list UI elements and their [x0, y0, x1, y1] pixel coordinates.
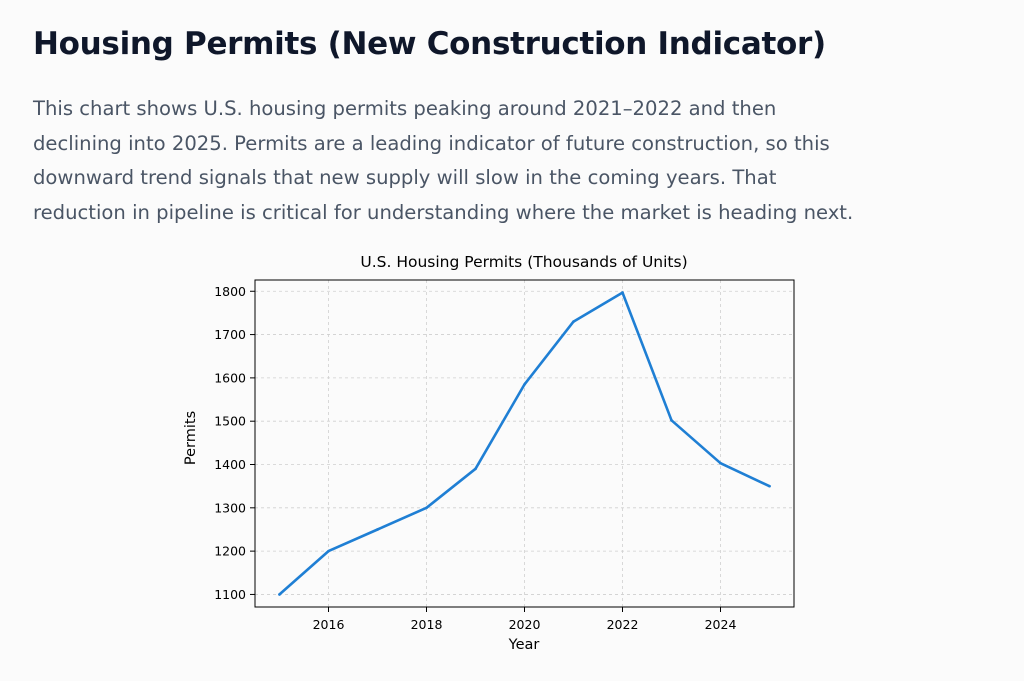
data-point [621, 291, 624, 294]
x-tick-label: 2016 [313, 617, 345, 632]
y-ticks: 1100 1200 1300 1400 1500 1600 1700 1800 [214, 284, 255, 602]
data-point [719, 461, 722, 465]
data-point [278, 593, 281, 596]
data-point [425, 506, 428, 510]
data-point [376, 528, 379, 531]
x-axis-label: Year [508, 637, 540, 653]
chart-title: U.S. Housing Permits (Thousands of Units… [360, 253, 687, 271]
y-tick-label: 1700 [214, 327, 246, 342]
data-point [768, 484, 771, 488]
data-point [327, 549, 330, 553]
data-point [670, 419, 673, 422]
description-line: reduction in pipeline is critical for un… [33, 200, 854, 224]
y-tick-label: 1200 [214, 544, 246, 559]
grid-lines [255, 280, 794, 607]
y-tick-label: 1300 [214, 500, 246, 515]
x-tick-label: 2020 [509, 617, 541, 632]
data-point [572, 320, 575, 323]
description-line: This chart shows U.S. housing permits pe… [33, 97, 777, 120]
y-tick-label: 1500 [214, 414, 246, 429]
x-tick-label: 2024 [705, 617, 737, 632]
x-ticks: 2016 2018 2020 2022 2024 [313, 607, 737, 632]
data-point [523, 383, 526, 386]
x-tick-label: 2018 [411, 617, 443, 632]
x-tick-label: 2022 [607, 617, 639, 632]
y-tick-label: 1400 [214, 457, 246, 472]
page-description: This chart shows U.S. housing permits pe… [33, 92, 913, 230]
y-tick-label: 1600 [214, 370, 246, 385]
data-line-layer [278, 291, 771, 596]
y-axis-label: Permits [183, 411, 199, 465]
page-title: Housing Permits (New Construction Indica… [33, 26, 826, 62]
y-tick-label: 1800 [214, 284, 246, 299]
description-line: downward trend signals that new supply w… [33, 166, 777, 189]
description-line: declining into 2025. Permits are a leadi… [33, 131, 830, 155]
permits-chart: U.S. Housing Permits (Thousands of Units… [183, 253, 795, 653]
data-point [474, 467, 477, 471]
y-tick-label: 1100 [214, 587, 246, 602]
